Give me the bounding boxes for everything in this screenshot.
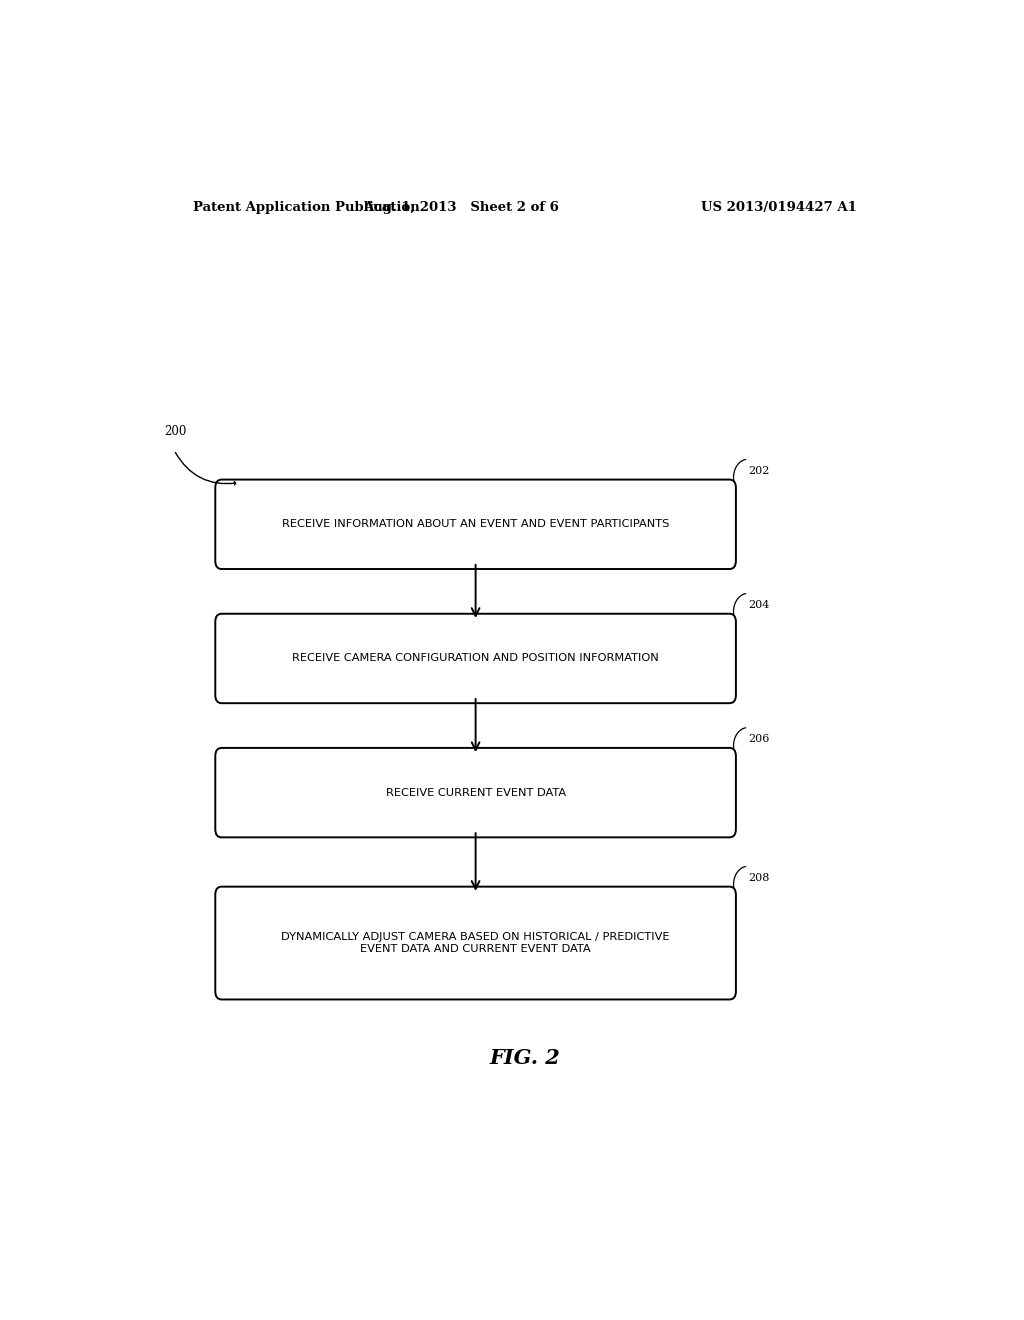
FancyBboxPatch shape bbox=[215, 887, 736, 999]
Text: RECEIVE CURRENT EVENT DATA: RECEIVE CURRENT EVENT DATA bbox=[385, 788, 565, 797]
Text: Patent Application Publication: Patent Application Publication bbox=[194, 201, 420, 214]
Text: US 2013/0194427 A1: US 2013/0194427 A1 bbox=[700, 201, 856, 214]
Text: RECEIVE INFORMATION ABOUT AN EVENT AND EVENT PARTICIPANTS: RECEIVE INFORMATION ABOUT AN EVENT AND E… bbox=[282, 519, 670, 529]
Text: FIG. 2: FIG. 2 bbox=[489, 1048, 560, 1068]
FancyBboxPatch shape bbox=[215, 479, 736, 569]
Text: 208: 208 bbox=[748, 873, 769, 883]
Text: DYNAMICALLY ADJUST CAMERA BASED ON HISTORICAL / PREDICTIVE
EVENT DATA AND CURREN: DYNAMICALLY ADJUST CAMERA BASED ON HISTO… bbox=[282, 932, 670, 954]
Text: 202: 202 bbox=[748, 466, 769, 475]
Text: 204: 204 bbox=[748, 599, 769, 610]
FancyBboxPatch shape bbox=[215, 614, 736, 704]
Text: 200: 200 bbox=[165, 425, 187, 438]
Text: Aug. 1, 2013   Sheet 2 of 6: Aug. 1, 2013 Sheet 2 of 6 bbox=[364, 201, 559, 214]
Text: RECEIVE CAMERA CONFIGURATION AND POSITION INFORMATION: RECEIVE CAMERA CONFIGURATION AND POSITIO… bbox=[292, 653, 659, 664]
Text: 206: 206 bbox=[748, 734, 769, 744]
FancyBboxPatch shape bbox=[215, 748, 736, 837]
